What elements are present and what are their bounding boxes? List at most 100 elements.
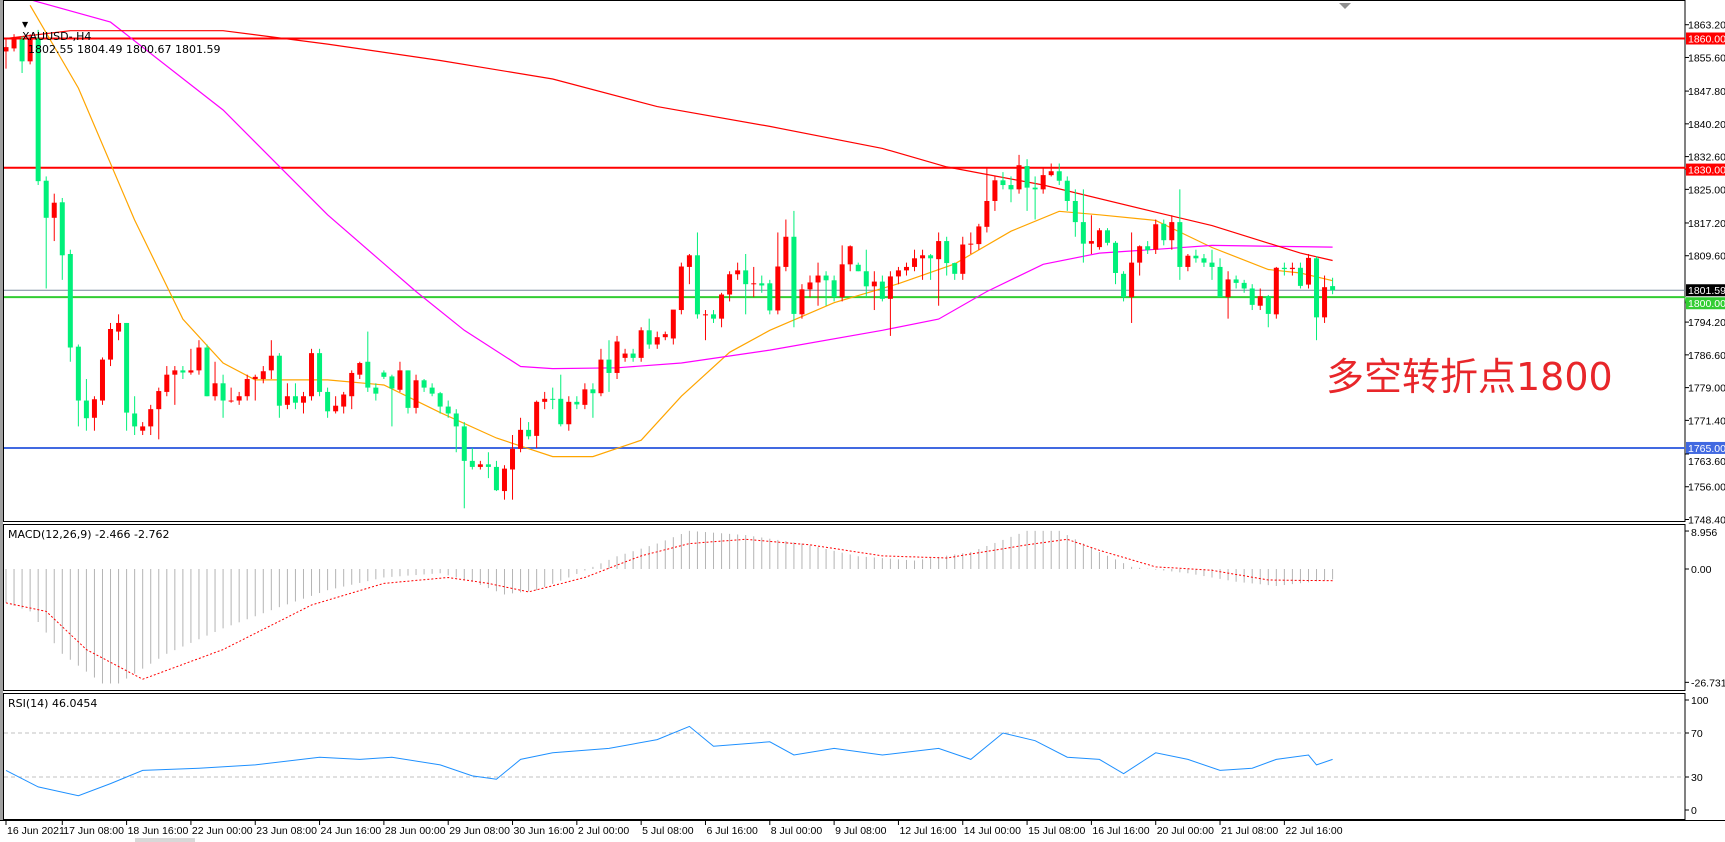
symbol-header: ▼ XAUUSD-,H4 1802.55 1804.49 1800.67 180… <box>8 4 220 69</box>
candle <box>300 391 306 414</box>
candle-body <box>630 353 636 358</box>
candle-body <box>292 396 298 403</box>
candle <box>180 366 186 379</box>
candle <box>43 176 49 289</box>
candle-body <box>27 38 33 62</box>
candle <box>912 249 918 272</box>
candle-body <box>236 396 242 401</box>
candle <box>1305 254 1311 289</box>
candle <box>1297 262 1303 289</box>
candle-body <box>1137 246 1143 263</box>
candle <box>19 36 25 73</box>
candle-body <box>542 398 548 402</box>
candle <box>944 236 950 276</box>
price-tick-label: 1825.00 <box>1688 184 1725 196</box>
candle <box>984 167 990 233</box>
candle-body <box>895 270 901 277</box>
candle-body <box>124 322 130 413</box>
candle <box>952 262 958 280</box>
candle-body <box>252 376 258 379</box>
candle <box>566 396 572 431</box>
time-tick-label: 15 Jul 08:00 <box>1028 825 1085 837</box>
price-tick-label: 1794.20 <box>1688 317 1725 329</box>
candle-body <box>598 359 604 394</box>
candle <box>228 387 234 403</box>
price-tick-label: 1863.20 <box>1688 20 1725 32</box>
price-tick-label: 1847.80 <box>1688 86 1725 98</box>
time-tick-label: 16 Jun 2021 <box>7 825 65 837</box>
candle <box>654 331 660 349</box>
candle-body <box>4 47 9 52</box>
candle-body <box>244 378 250 397</box>
annotation-text: 多空转折点1800 <box>1326 355 1613 399</box>
candle-body <box>349 372 355 397</box>
candle <box>1137 245 1143 276</box>
candle-body <box>526 429 532 437</box>
time-tick-label: 12 Jul 16:00 <box>899 825 956 837</box>
price-tick-label: 1763.60 <box>1688 456 1725 468</box>
time-tick-label: 6 Jul 16:00 <box>706 825 758 837</box>
candle-body <box>1088 241 1094 244</box>
candle-body <box>759 283 765 286</box>
candle <box>1193 249 1199 263</box>
candle <box>124 322 130 431</box>
candle-body <box>421 380 427 388</box>
candle-body <box>510 448 516 470</box>
candle <box>815 262 821 306</box>
candle-body <box>976 226 982 245</box>
candle <box>936 232 942 306</box>
candle <box>27 34 33 65</box>
candle <box>767 279 773 315</box>
candle-body <box>156 391 162 410</box>
candle-body <box>1209 262 1215 267</box>
candle-body <box>1064 180 1070 201</box>
candle <box>244 374 250 401</box>
candle-body <box>19 39 25 62</box>
time-tick-label: 30 Jun 16:00 <box>514 825 575 837</box>
candle <box>542 391 548 410</box>
candle-body <box>485 464 491 467</box>
candle-body <box>871 281 877 287</box>
candle-body <box>670 309 676 339</box>
rsi-label: RSI(14) 46.0454 <box>8 697 98 710</box>
price-tick-label: 1748.40 <box>1688 514 1725 526</box>
candle <box>694 232 700 319</box>
candle-body <box>1257 296 1263 306</box>
price-tick-label: 1855.60 <box>1688 52 1725 64</box>
candle <box>429 383 435 397</box>
candle <box>510 435 516 500</box>
candle-body <box>823 275 829 281</box>
collapse-triangle-icon[interactable]: ▼ <box>22 20 29 29</box>
candle-body <box>51 202 57 218</box>
candle <box>309 348 315 401</box>
candle-body <box>622 353 628 358</box>
candle-body <box>831 280 837 298</box>
current-price-label: 1801.59 <box>1688 285 1725 297</box>
candle-body <box>381 372 387 377</box>
candle <box>268 340 274 379</box>
candle-body <box>1129 262 1135 298</box>
candle <box>606 340 612 392</box>
candle <box>799 284 805 319</box>
candle <box>469 447 475 470</box>
candle-body <box>558 398 564 425</box>
symbol-label: XAUUSD-,H4 <box>22 30 92 43</box>
candle-body <box>702 314 708 316</box>
candle <box>148 404 154 436</box>
candle-body <box>276 355 282 406</box>
candle <box>1008 176 1014 203</box>
candle <box>381 370 387 379</box>
left-edge-bar <box>0 0 3 820</box>
candle-body <box>815 275 821 283</box>
candle <box>83 378 89 431</box>
candle <box>477 460 483 470</box>
candle <box>1233 275 1239 289</box>
candle-body <box>204 347 210 397</box>
candle-body <box>341 394 347 407</box>
candle-body <box>212 383 218 397</box>
candle-body <box>268 355 274 371</box>
candle <box>807 275 813 298</box>
candle-body <box>35 38 41 182</box>
candle <box>598 348 604 397</box>
